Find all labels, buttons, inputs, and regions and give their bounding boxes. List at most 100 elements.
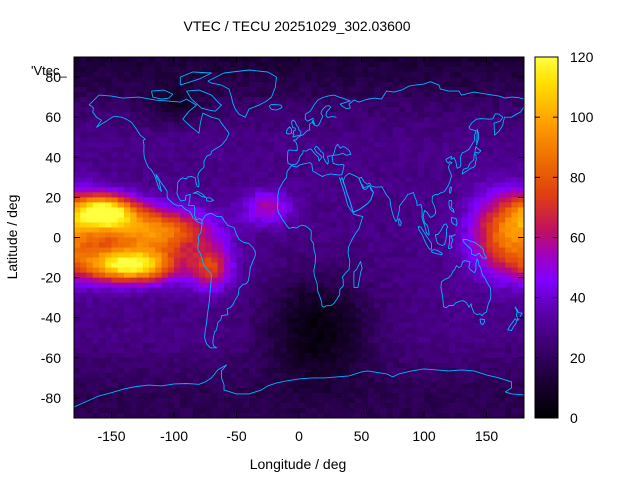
heatmap-cell	[405, 317, 413, 324]
heatmap-cell	[149, 412, 156, 418]
heatmap-cell	[430, 402, 438, 409]
heatmap-cell	[499, 402, 506, 409]
heatmap-cell	[155, 322, 163, 329]
heatmap-cell	[161, 217, 169, 224]
heatmap-cell	[242, 237, 250, 244]
heatmap-cell	[274, 402, 281, 409]
heatmap-cell	[499, 252, 506, 259]
heatmap-cell	[80, 112, 88, 118]
heatmap-cell	[199, 387, 206, 394]
heatmap-cell	[111, 267, 119, 274]
heatmap-cell	[267, 142, 275, 148]
heatmap-cell	[105, 137, 113, 143]
heatmap-cell	[311, 222, 319, 229]
heatmap-cell	[336, 292, 344, 299]
heatmap-cell	[280, 67, 288, 73]
heatmap-cell	[380, 202, 388, 209]
heatmap-cell	[167, 192, 175, 198]
heatmap-cell	[311, 337, 319, 344]
heatmap-cell	[417, 362, 425, 369]
heatmap-cell	[292, 322, 300, 329]
heatmap-cell	[480, 377, 488, 384]
heatmap-cell	[442, 297, 450, 304]
heatmap-cell	[86, 137, 94, 143]
heatmap-cell	[230, 217, 238, 224]
heatmap-cell	[324, 382, 331, 389]
heatmap-cell	[367, 262, 375, 269]
heatmap-cell	[192, 167, 200, 173]
heatmap-cell	[242, 137, 250, 143]
heatmap-cell	[161, 262, 169, 269]
heatmap-cell	[467, 242, 475, 249]
heatmap-cell	[186, 377, 194, 384]
heatmap-cell	[136, 237, 144, 244]
heatmap-cell	[336, 372, 344, 379]
heatmap-cell	[286, 117, 294, 123]
heatmap-cell	[230, 357, 238, 364]
heatmap-cell	[186, 352, 194, 359]
heatmap-cell	[424, 392, 431, 399]
heatmap-cell	[305, 412, 313, 418]
heatmap-cell	[317, 387, 325, 394]
heatmap-cell	[261, 132, 269, 138]
heatmap-cell	[480, 122, 488, 128]
heatmap-cell	[192, 172, 200, 178]
heatmap-cell	[142, 312, 150, 319]
heatmap-cell	[142, 177, 150, 183]
heatmap-cell	[280, 377, 288, 384]
heatmap-cell	[486, 122, 494, 128]
heatmap-cell	[261, 282, 269, 289]
heatmap-cell	[461, 307, 469, 314]
heatmap-cell	[311, 297, 319, 304]
heatmap-cell	[361, 172, 369, 178]
heatmap-cell	[324, 87, 331, 93]
heatmap-cell	[180, 282, 188, 289]
heatmap-cell	[305, 97, 313, 103]
heatmap-cell	[74, 107, 81, 113]
heatmap-cell	[174, 57, 181, 63]
heatmap-cell	[386, 227, 394, 234]
heatmap-cell	[161, 107, 169, 113]
heatmap-cell	[467, 237, 475, 244]
heatmap-cell	[86, 387, 94, 394]
heatmap-cell	[105, 362, 113, 369]
heatmap-cell	[499, 197, 506, 203]
heatmap-cell	[111, 102, 119, 108]
heatmap-cell	[380, 162, 388, 168]
heatmap-cell	[192, 272, 200, 279]
heatmap-cell	[155, 407, 163, 414]
heatmap-cell	[255, 382, 263, 389]
heatmap-cell	[186, 272, 194, 279]
heatmap-cell	[430, 112, 438, 118]
heatmap-cell	[211, 292, 219, 299]
heatmap-cell	[111, 307, 119, 314]
heatmap-cell	[455, 132, 463, 138]
heatmap-cell	[386, 322, 394, 329]
heatmap-cell	[492, 92, 500, 98]
heatmap-cell	[161, 392, 169, 399]
heatmap-cell	[392, 107, 400, 113]
heatmap-cell	[355, 357, 363, 364]
heatmap-cell	[99, 97, 106, 103]
heatmap-cell	[105, 377, 113, 384]
heatmap-cell	[386, 377, 394, 384]
heatmap-cell	[392, 287, 400, 294]
heatmap-cell	[286, 237, 294, 244]
heatmap-cell	[455, 367, 463, 374]
heatmap-cell	[155, 312, 163, 319]
heatmap-cell	[449, 272, 456, 279]
heatmap-cell	[292, 387, 300, 394]
heatmap-cell	[455, 237, 463, 244]
heatmap-cell	[124, 152, 131, 158]
heatmap-cell	[336, 337, 344, 344]
heatmap-cell	[317, 187, 325, 193]
heatmap-cell	[361, 107, 369, 113]
heatmap-cell	[417, 177, 425, 183]
heatmap-cell	[161, 362, 169, 369]
heatmap-cell	[411, 172, 419, 178]
heatmap-cell	[255, 97, 263, 103]
heatmap-cell	[411, 187, 419, 193]
heatmap-cell	[249, 332, 256, 339]
heatmap-cell	[217, 412, 225, 418]
heatmap-cell	[161, 227, 169, 234]
